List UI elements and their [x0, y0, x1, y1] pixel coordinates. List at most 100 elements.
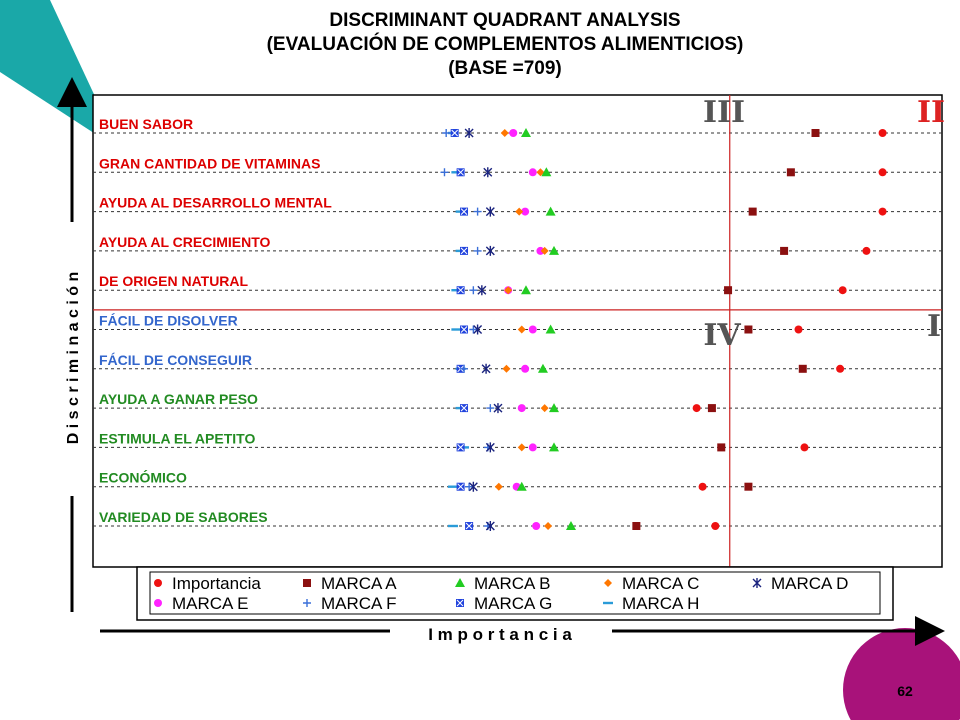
point-marca-a [798, 364, 807, 373]
point-marca-b [565, 521, 576, 530]
point-marca-b [549, 245, 560, 255]
legend-marker-marca-e-shape [154, 599, 162, 607]
point-marca-f-shape [473, 207, 482, 216]
point-marca-b-shape [565, 521, 576, 530]
point-marca-a-shape [717, 443, 726, 452]
point-importancia-shape [836, 364, 845, 373]
point-importancia-shape [711, 522, 720, 530]
point-marca-f-shape [440, 168, 449, 177]
chart-title-line-2: (EVALUACIÓN DE COMPLEMENTOS ALIMENTICIOS… [266, 34, 744, 55]
point-marca-a-shape [811, 129, 820, 137]
point-marca-a-shape [744, 325, 753, 334]
point-marca-f [486, 404, 495, 413]
point-marca-b-shape [520, 128, 531, 137]
legend-marker-marca-b [455, 578, 465, 587]
point-marca-c-shape [502, 364, 511, 373]
legend-marker-marca-c [604, 579, 612, 587]
point-marca-c-shape [517, 325, 526, 334]
point-marca-h-shape [451, 289, 462, 292]
point-marca-e-shape [521, 364, 530, 373]
point-marca-b-shape [549, 403, 560, 413]
point-marca-g-shape-x [460, 326, 468, 333]
point-marca-d [485, 442, 495, 453]
category-label: BUEN SABOR [99, 116, 193, 132]
point-marca-g [465, 522, 474, 530]
point-marca-c [502, 364, 511, 373]
point-marca-b [541, 167, 552, 177]
quadrant-label-i: I [927, 309, 941, 344]
point-importancia-shape [698, 482, 707, 491]
point-marca-h-shape [451, 171, 462, 174]
point-marca-e-shape [536, 246, 545, 255]
point-marca-c [517, 443, 526, 452]
point-marca-d [477, 285, 487, 296]
point-marca-g [460, 404, 469, 413]
point-marca-g-shape-x [465, 522, 473, 530]
point-marca-e [521, 207, 530, 216]
point-importancia-shape [878, 168, 887, 177]
point-marca-c-shape [515, 207, 524, 216]
point-marca-h [451, 289, 462, 292]
point-marca-d [464, 128, 474, 138]
point-marca-c [504, 286, 513, 295]
point-importancia [794, 325, 803, 334]
point-marca-a-shape [786, 168, 795, 177]
point-marca-g-shape-x [451, 129, 459, 137]
point-marca-a [707, 404, 716, 413]
point-marca-f-shape [486, 404, 495, 413]
point-marca-a-shape [748, 207, 757, 216]
page-number: 62 [897, 683, 913, 699]
point-marca-d [493, 403, 503, 414]
point-importancia [862, 246, 871, 255]
point-marca-g-shape-x [460, 404, 468, 412]
category-label: FÁCIL DE DISOLVER [99, 313, 238, 329]
category-label: ECONÓMICO [99, 469, 187, 486]
point-marca-b-shape [520, 285, 531, 295]
point-marca-c [515, 207, 524, 216]
point-marca-h [451, 171, 462, 174]
point-marca-g-shape-x [460, 208, 468, 215]
category-label: GRAN CANTIDAD DE VITAMINAS [99, 155, 320, 171]
quadrant-label-iii: III [703, 95, 745, 130]
point-marca-c [517, 325, 526, 334]
point-marca-c-shape [544, 522, 553, 530]
point-importancia [711, 522, 720, 530]
point-marca-c-shape [540, 246, 549, 255]
point-marca-f [469, 325, 478, 334]
legend-label-marca-f: MARCA F [321, 594, 397, 613]
point-marca-f-shape [465, 482, 474, 491]
point-marca-c-shape [500, 129, 509, 137]
category-label: FÁCIL DE CONSEGUIR [99, 352, 252, 368]
point-marca-a [632, 522, 641, 530]
point-marca-d [485, 245, 495, 256]
point-marca-b-shape [549, 442, 560, 452]
magenta-circle [843, 628, 960, 720]
legend-marker-importancia-shape [154, 579, 162, 587]
legend-marker-marca-e [154, 599, 162, 607]
point-marca-e [536, 246, 545, 255]
point-marca-b [520, 128, 531, 137]
point-marca-f [460, 364, 469, 373]
point-marca-d-shape [485, 442, 495, 453]
point-marca-d [481, 363, 491, 374]
legend-marker-marca-b-shape [455, 578, 465, 587]
point-marca-b-shape [537, 363, 548, 373]
legend-marker-marca-g [456, 599, 464, 607]
point-marca-d-shape [468, 481, 478, 492]
category-label: DE ORIGEN NATURAL [99, 273, 249, 289]
point-importancia-shape [838, 286, 847, 295]
legend-marker-marca-f-shape [303, 599, 311, 607]
point-marca-h-shape [447, 524, 458, 528]
point-marca-f-shape [460, 364, 469, 373]
point-importancia [698, 482, 707, 491]
legend-marker-marca-d-shape [752, 578, 762, 588]
legend-marker-marca-a-shape [303, 579, 311, 587]
point-marca-h-shape [447, 485, 458, 488]
legend-marker-marca-g-shape-x [456, 599, 464, 607]
legend-marker-marca-h-shape [603, 601, 613, 605]
legend-label-marca-b: MARCA B [474, 574, 551, 593]
point-marca-e-shape [517, 404, 526, 413]
point-marca-b-shape [516, 481, 527, 491]
point-marca-a [724, 286, 733, 295]
